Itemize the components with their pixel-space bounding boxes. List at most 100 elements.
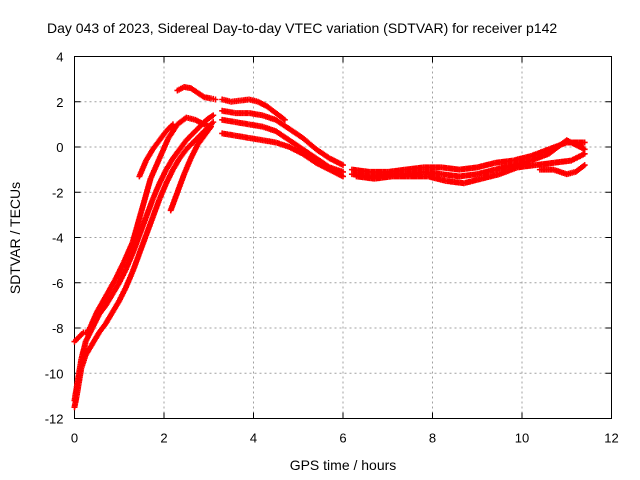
sample-markers [422, 169, 443, 177]
sample-markers [110, 299, 122, 314]
data-point [581, 139, 588, 146]
sample-markers [390, 173, 412, 180]
series-track-j [219, 130, 346, 180]
series-track-m [353, 150, 588, 187]
sample-markers [274, 117, 291, 131]
sample-markers [220, 130, 237, 139]
sample-markers [97, 321, 108, 335]
sample-markers [191, 134, 202, 145]
sample-markers [440, 171, 461, 180]
sample-markers [404, 164, 425, 173]
sample-markers [426, 173, 448, 184]
sample-markers [314, 147, 332, 161]
sample-markers [112, 260, 126, 282]
sample-markers [189, 86, 200, 95]
sample-markers [184, 140, 195, 151]
data-point [340, 173, 346, 180]
sample-markers [204, 113, 215, 122]
sample-markers [552, 157, 573, 166]
sample-markers [274, 111, 287, 122]
sample-markers [493, 162, 515, 173]
sample-markers [164, 122, 175, 133]
data-point [169, 121, 176, 128]
sample-markers [148, 156, 162, 181]
sample-markers [177, 138, 189, 151]
y-tick-label: -6 [52, 276, 64, 291]
sample-markers [130, 208, 145, 244]
sample-markers [552, 167, 569, 177]
sample-markers [458, 164, 479, 173]
x-tick-label: 4 [250, 431, 257, 446]
series-track-n [536, 162, 588, 178]
series-track-l [348, 137, 588, 180]
sample-markers [287, 138, 305, 152]
sample-markers [355, 173, 376, 182]
chart-title: Day 043 of 2023, Sidereal Day-to-day VTE… [47, 20, 557, 36]
series-track-f [167, 123, 214, 214]
data-point [340, 162, 346, 169]
grid-layer [74, 56, 612, 419]
sample-markers [136, 233, 149, 255]
x-tick-label: 10 [515, 431, 529, 446]
sample-markers [143, 215, 156, 237]
sample-markers [103, 292, 115, 307]
sample-markers [168, 190, 180, 212]
sample-markers [287, 126, 305, 140]
sample-markers [422, 164, 443, 171]
y-tick-label: -10 [45, 366, 64, 381]
series-track-h [219, 107, 346, 169]
sample-markers [164, 156, 176, 172]
sample-markers [203, 94, 213, 102]
sample-markers [143, 147, 155, 163]
sample-markers [103, 310, 115, 326]
sample-markers [475, 160, 497, 170]
sample-markers [234, 119, 251, 128]
y-tick-label: -2 [52, 185, 64, 200]
y-tick-label: 2 [56, 95, 63, 110]
sample-markers [220, 108, 237, 116]
sample-markers [157, 129, 169, 142]
sample-markers [301, 136, 318, 152]
data-point [212, 96, 219, 103]
x-tick-label: 12 [604, 431, 618, 446]
sample-markers [462, 176, 484, 186]
sample-markers [176, 84, 186, 93]
sample-markers [301, 151, 318, 165]
sample-markers [534, 160, 555, 168]
sample-markers [166, 122, 180, 140]
sample-markers [78, 340, 89, 361]
series-track-d [174, 84, 219, 103]
data-point [581, 162, 588, 169]
sample-markers [182, 84, 193, 91]
sample-markers [547, 138, 569, 156]
sample-markers [301, 147, 318, 161]
sample-markers [139, 177, 154, 212]
sample-markers [150, 138, 162, 151]
sample-markers [130, 251, 142, 273]
sample-markers [103, 278, 117, 298]
y-tick-label: -8 [52, 321, 64, 336]
sample-markers [511, 158, 533, 168]
sample-markers [498, 165, 519, 177]
sample-markers [247, 121, 264, 130]
sample-markers [444, 178, 466, 186]
sample-markers [150, 197, 162, 219]
sample-markers [143, 197, 156, 219]
sample-markers [85, 310, 100, 334]
sample-markers [261, 137, 278, 146]
sample-markers [373, 173, 394, 182]
y-axis-label: SDTVAR / TECUs [7, 182, 23, 294]
sample-markers [177, 147, 189, 160]
sample-markers [77, 331, 85, 339]
sample-markers [480, 171, 501, 182]
sample-markers [175, 115, 189, 127]
sample-markers [195, 134, 207, 147]
sample-markers [274, 129, 291, 143]
x-tick-label: 6 [339, 431, 346, 446]
sample-markers [94, 294, 108, 314]
sample-markers [247, 135, 264, 143]
sample-markers [475, 167, 497, 177]
sample-markers [511, 153, 533, 164]
series-track-b [71, 112, 217, 404]
sample-markers [408, 173, 430, 180]
